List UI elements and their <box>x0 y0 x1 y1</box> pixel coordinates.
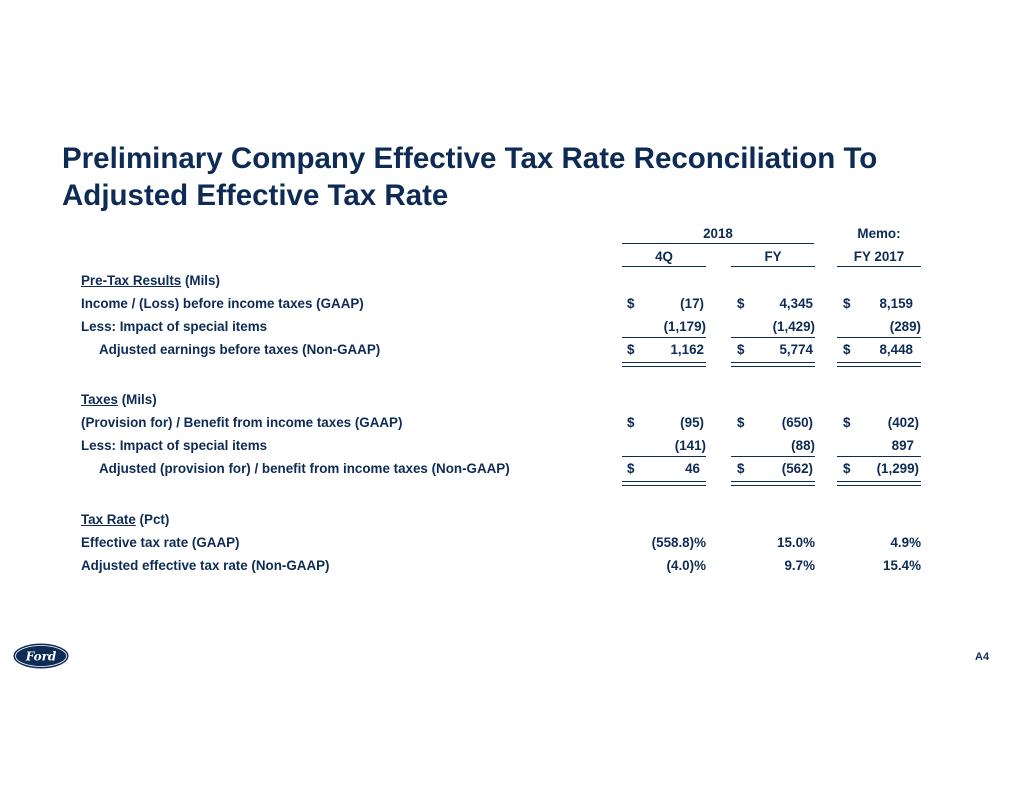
row-effective-rate-fy2017-value: 4.9% <box>890 535 921 550</box>
subtotal-rule-4q <box>622 337 706 338</box>
title-line-1: Preliminary Company Effective Tax Rate R… <box>62 142 878 175</box>
row-adj-ebt-fy2017-currency: $ <box>843 342 851 357</box>
row-adj-rate-fy-value: 9.7% <box>784 558 815 573</box>
row-income-fy2017-currency: $ <box>843 296 851 311</box>
page-number: A4 <box>975 651 990 663</box>
section-rate-heading: Tax Rate (Pct) <box>81 512 170 527</box>
page-title: Preliminary Company Effective Tax Rate R… <box>62 140 982 214</box>
logo-text: Ford <box>25 650 57 664</box>
row-provision-label: (Provision for) / Benefit from income ta… <box>81 415 403 430</box>
row-less-pretax-4q-value: (1,179) <box>663 319 706 334</box>
row-adj-ebt-label: Adjusted earnings before taxes (Non-GAAP… <box>99 342 381 357</box>
row-adj-rate-label: Adjusted effective tax rate (Non-GAAP) <box>81 558 330 573</box>
ford-oval-logo-icon: Ford <box>12 642 70 670</box>
row-adj-provision-label: Adjusted (provision for) / benefit from … <box>99 461 510 476</box>
subtotal-rule-fy <box>731 337 815 338</box>
header-fy-2017: FY 2017 <box>853 249 905 264</box>
subtotal-rule-fy2017 <box>837 337 921 338</box>
header-fy-2017-rule <box>837 266 921 267</box>
title-line-2: Adjusted Effective Tax Rate <box>62 179 449 212</box>
header-2018: 2018 <box>703 226 733 241</box>
row-provision-4q-value: (95) <box>680 415 704 430</box>
row-income-fy-currency: $ <box>737 296 745 311</box>
row-adj-ebt-fy-value: 5,774 <box>779 342 813 357</box>
row-adj-rate-fy2017-value: 15.4% <box>883 558 921 573</box>
row-provision-4q-currency: $ <box>627 415 635 430</box>
row-less-tax-fy-value: (88) <box>791 438 815 453</box>
row-less-tax-fy2017-value: 897 <box>891 438 914 453</box>
header-fy: FY <box>764 249 782 264</box>
row-less-tax-label: Less: Impact of special items <box>81 438 268 453</box>
row-income-label: Income / (Loss) before income taxes (GAA… <box>81 296 364 311</box>
section-pretax-heading: Pre-Tax Results (Mils) <box>81 273 220 288</box>
row-income-fy-value: 4,345 <box>779 296 813 311</box>
tax-total-double-rule-4q <box>622 481 706 486</box>
total-double-rule-4q <box>622 362 706 367</box>
tax-subtotal-rule-fy <box>731 456 815 457</box>
row-adj-ebt-fy2017-value: 8,448 <box>879 342 913 357</box>
row-adj-provision-fy-currency: $ <box>737 461 745 476</box>
row-adj-provision-fy2017-currency: $ <box>843 461 851 476</box>
tax-total-double-rule-fy <box>731 481 815 486</box>
row-effective-rate-fy-value: 15.0% <box>777 535 815 550</box>
header-fy-rule <box>731 266 815 267</box>
row-provision-fy-value: (650) <box>781 415 813 430</box>
row-adj-ebt-4q-currency: $ <box>627 342 635 357</box>
row-adj-ebt-fy-currency: $ <box>737 342 745 357</box>
row-adj-provision-fy-value: (562) <box>781 461 813 476</box>
row-effective-rate-label: Effective tax rate (GAAP) <box>81 535 240 550</box>
row-less-pretax-fy-value: (1,429) <box>772 319 815 334</box>
row-income-4q-value: (17) <box>680 296 704 311</box>
row-provision-fy2017-value: (402) <box>887 415 919 430</box>
row-adj-ebt-4q-value: 1,162 <box>670 342 704 357</box>
tax-subtotal-rule-4q <box>622 456 706 457</box>
row-adj-provision-4q-value: 46 <box>685 461 700 476</box>
row-less-pretax-fy2017-value: (289) <box>889 319 921 334</box>
row-adj-rate-4q-value: (4.0)% <box>666 558 706 573</box>
header-4q-rule <box>622 266 706 267</box>
row-provision-fy-currency: $ <box>737 415 745 430</box>
total-double-rule-fy <box>731 362 815 367</box>
section-taxes-heading: Taxes (Mils) <box>81 392 157 407</box>
header-4q: 4Q <box>655 249 673 264</box>
header-2018-rule <box>622 243 814 244</box>
row-effective-rate-4q-value: (558.8)% <box>651 535 706 550</box>
row-income-4q-currency: $ <box>627 296 635 311</box>
row-adj-provision-4q-currency: $ <box>627 461 635 476</box>
row-provision-fy2017-currency: $ <box>843 415 851 430</box>
total-double-rule-fy2017 <box>837 362 921 367</box>
row-less-pretax-label: Less: Impact of special items <box>81 319 268 334</box>
row-adj-provision-fy2017-value: (1,299) <box>876 461 919 476</box>
row-income-fy2017-value: 8,159 <box>879 296 913 311</box>
tax-subtotal-rule-fy2017 <box>837 456 921 457</box>
tax-total-double-rule-fy2017 <box>837 481 921 486</box>
row-less-tax-4q-value: (141) <box>674 438 706 453</box>
header-memo: Memo: <box>857 226 901 241</box>
